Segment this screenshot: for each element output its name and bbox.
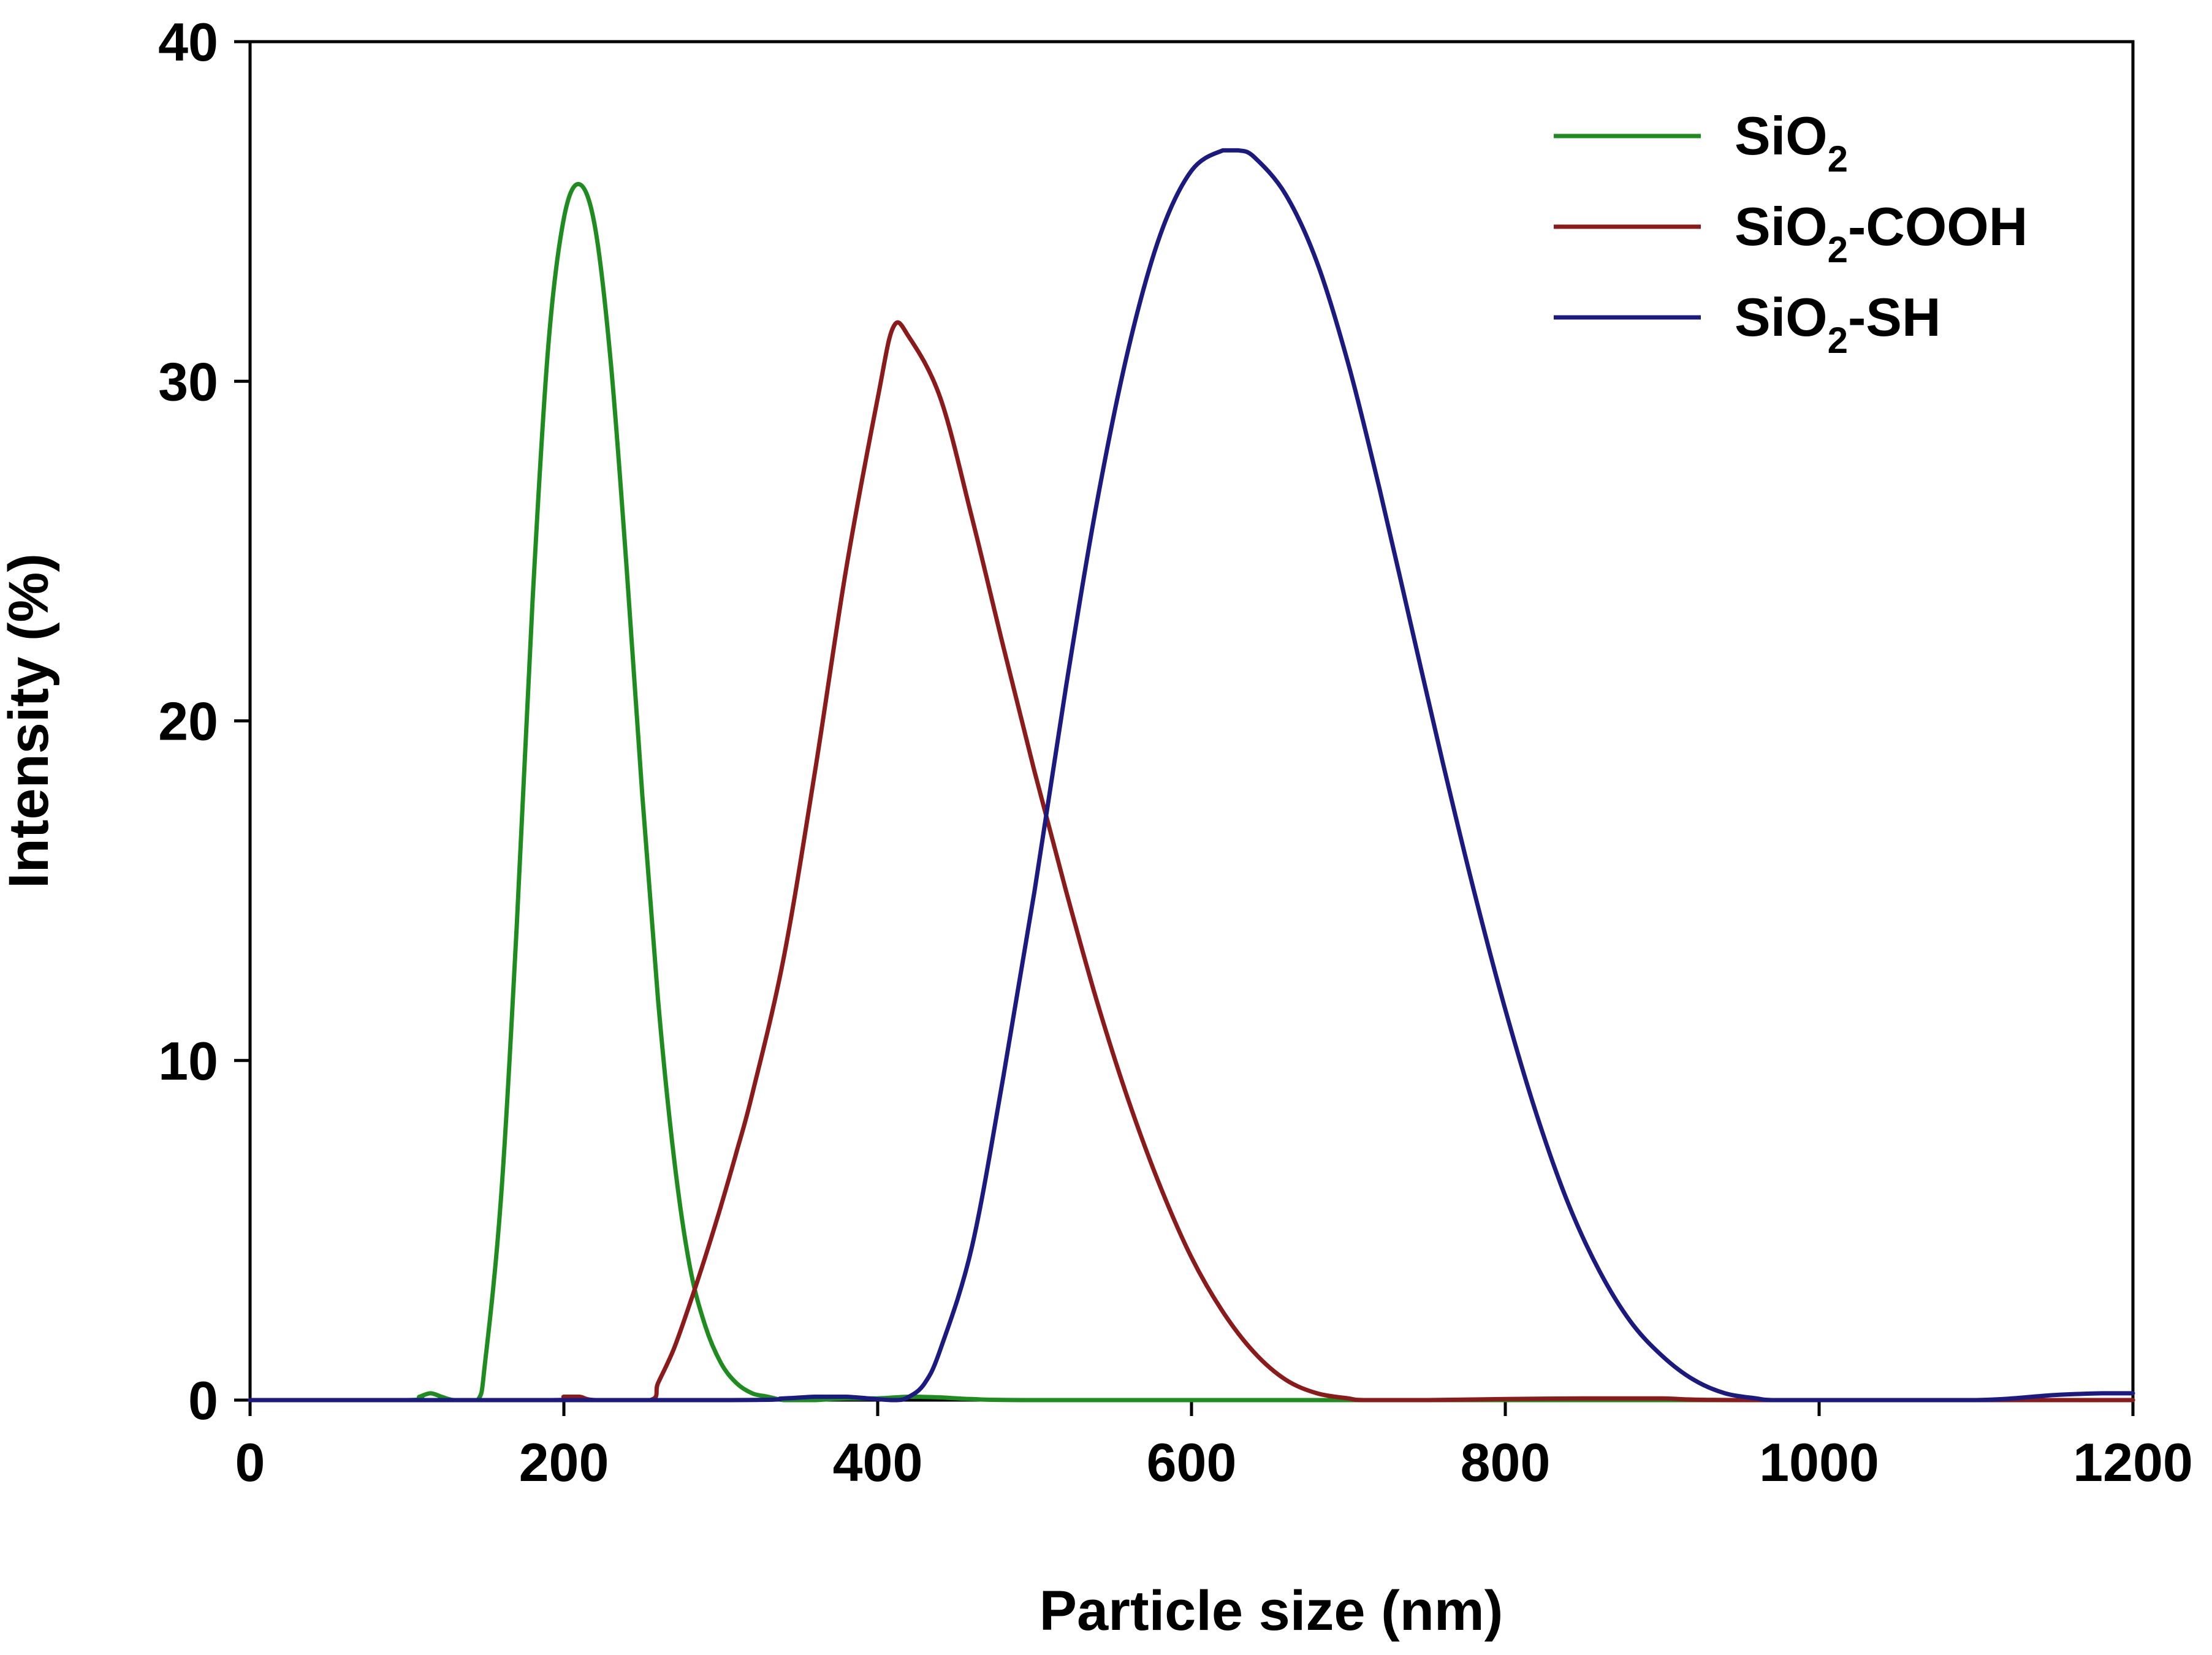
series-line-3 [248,148,2135,1403]
x-tick-label: 200 [519,1432,609,1493]
y-tick-label: 0 [188,1370,218,1431]
y-tick-label: 10 [158,1031,218,1091]
series-line-2 [248,320,2135,1403]
y-tick-label: 30 [158,351,218,412]
y-axis-title: Intensity (%) [0,553,60,888]
y-tick-label: 40 [158,12,218,72]
x-tick-label: 1000 [1759,1432,1879,1493]
x-tick-label: 400 [833,1432,923,1493]
legend-label-1: SiO2 [1735,105,1848,180]
axes-layer: 0 200 400 600 800 1000 1200 0 10 20 30 40 [158,12,2193,1493]
x-tick-label: 1200 [2073,1432,2193,1493]
x-axis-title: Particle size (nm) [1039,1580,1503,1642]
x-tick-label: 0 [235,1432,265,1493]
legend: SiO2 SiO2-COOH SiO2-SH [1554,105,2028,361]
series-line-1 [248,182,2135,1403]
x-tick-label: 800 [1461,1432,1551,1493]
y-tick-label: 20 [158,691,218,752]
legend-label-2: SiO2-COOH [1735,196,2028,270]
x-tick-label: 600 [1147,1432,1237,1493]
legend-label-3: SiO2-SH [1735,287,1941,361]
series-layer [248,148,2135,1403]
